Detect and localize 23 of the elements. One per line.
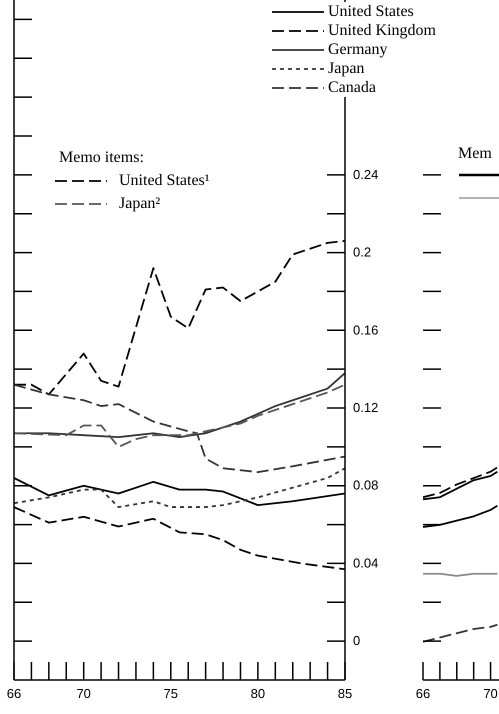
y-tick-label: 0.04 xyxy=(353,555,378,570)
legend-label: United States xyxy=(328,3,414,20)
y-tick-label: 0.12 xyxy=(353,400,378,415)
legend-label: United States¹ xyxy=(119,172,210,189)
legend-label: Japan² xyxy=(119,195,160,212)
y-tick-label: 0.16 xyxy=(353,322,378,338)
x-tick-label: 66 xyxy=(416,686,430,701)
legend-label: Japan xyxy=(328,60,364,77)
y-tick-label: 0.08 xyxy=(353,478,378,493)
x-tick-label: 75 xyxy=(164,686,178,701)
x-tick-label: 70 xyxy=(483,686,498,701)
y-tick-label: 0 xyxy=(353,633,360,648)
x-tick-label: 66 xyxy=(6,686,22,701)
legend-label: Germany xyxy=(328,41,388,58)
x-tick-label: 70 xyxy=(76,686,91,701)
text: Mem xyxy=(458,145,492,162)
legend-label: United Kingdom xyxy=(328,22,436,39)
y-tick-label: 0.24 xyxy=(353,166,378,182)
x-tick-label: 80 xyxy=(250,686,266,701)
x-tick-label: 85 xyxy=(338,686,352,701)
legend-label: Canada xyxy=(328,79,376,96)
legend-title: Memo items: xyxy=(59,149,144,166)
y-tick-label: 0.2 xyxy=(353,244,372,260)
